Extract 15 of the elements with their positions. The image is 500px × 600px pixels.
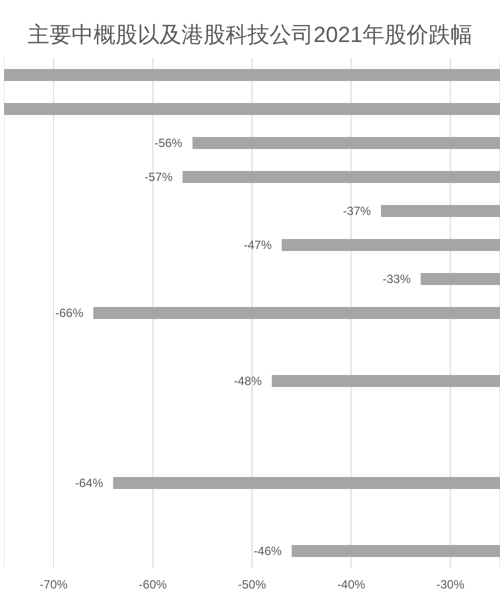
data-label: -57%	[144, 170, 173, 184]
data-label: -48%	[234, 374, 262, 388]
data-label: -33%	[382, 272, 411, 286]
data-label: -64%	[75, 476, 104, 490]
x-tick-label: -60%	[138, 578, 168, 592]
data-label: -66%	[55, 306, 84, 320]
x-tick-label: -40%	[337, 578, 366, 592]
data-label: -47%	[244, 238, 272, 252]
data-label: -56%	[154, 136, 183, 150]
x-tick-label: -50%	[238, 578, 266, 592]
data-label: -37%	[342, 204, 372, 218]
chart-title: 主要中概股以及港股科技公司2021年股价跌幅	[26, 21, 474, 49]
x-tick-label: -30%	[436, 578, 465, 592]
x-tick-label: -70%	[40, 578, 68, 592]
data-label: -46%	[254, 544, 282, 558]
